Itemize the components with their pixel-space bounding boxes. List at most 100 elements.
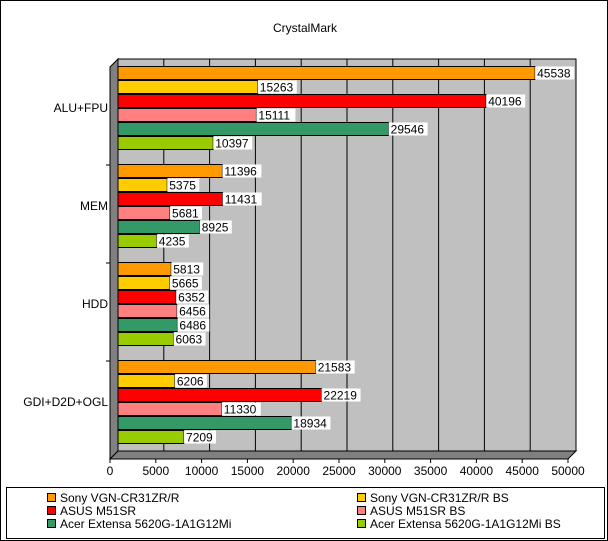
bar	[117, 360, 317, 374]
data-label: 15263	[260, 81, 294, 95]
bar	[117, 234, 158, 248]
bar	[117, 164, 223, 178]
data-label-background	[171, 262, 204, 276]
data-label: 5665	[172, 277, 199, 291]
x-tick-label: 50000	[551, 464, 585, 478]
data-label: 22219	[324, 389, 358, 403]
data-label: 6456	[179, 305, 206, 319]
bar	[117, 332, 175, 346]
data-label-background	[167, 178, 200, 192]
plot-floor	[108, 450, 578, 460]
data-label-background	[199, 220, 232, 234]
legend-swatch	[357, 519, 366, 528]
data-label: 10397	[215, 137, 249, 151]
bar	[117, 290, 177, 304]
data-label: 6486	[179, 319, 206, 333]
data-label: 11330	[224, 403, 257, 417]
legend-label: Acer Extensa 5620G-1A1G12Mi BS	[370, 517, 561, 531]
legend-item: Acer Extensa 5620G-1A1G12Mi BS	[357, 518, 561, 530]
data-label-background	[221, 402, 261, 416]
x-tick-label: 15000	[231, 464, 265, 478]
bar	[117, 402, 223, 416]
data-label: 40196	[488, 95, 522, 109]
data-label-background	[321, 388, 361, 402]
data-label: 5375	[169, 179, 196, 193]
data-label-background	[213, 136, 253, 150]
chart: CrystalMark 0 5000 10000 15000 20000 25000 300…	[23, 21, 585, 478]
category-label: MEM	[80, 199, 108, 213]
bar	[117, 178, 168, 192]
data-label-background	[535, 66, 575, 80]
category-label: HDD	[82, 297, 108, 311]
bar	[117, 318, 178, 332]
bar	[117, 416, 292, 430]
bar	[117, 206, 171, 220]
legend: Sony VGN-CR31ZR/R Sony VGN-CR31ZR/R BS ASU…	[6, 487, 605, 539]
x-tick-label: 35000	[414, 464, 448, 478]
bar	[117, 94, 487, 108]
data-label-background	[222, 192, 262, 206]
chart-title: CrystalMark	[273, 21, 338, 35]
x-tick-label: 30000	[368, 464, 402, 478]
legend-swatch	[47, 493, 56, 502]
data-label: 21583	[318, 361, 352, 375]
data-label-background	[256, 108, 296, 122]
x-tick-label: 5000	[142, 464, 169, 478]
bar	[117, 220, 201, 234]
bar	[117, 122, 390, 136]
legend-item: ASUS M51SR	[47, 505, 136, 517]
legend-item: Sony VGN-CR31ZR/R BS	[357, 492, 509, 504]
bar	[117, 374, 176, 388]
data-label: 5813	[173, 263, 200, 277]
data-label: 11431	[225, 193, 258, 207]
bar	[117, 430, 185, 444]
data-label: 6206	[177, 375, 204, 389]
data-label: 6063	[176, 333, 203, 347]
data-label-background	[156, 234, 189, 248]
data-label-background	[170, 206, 203, 220]
x-tick-label: 40000	[460, 464, 494, 478]
bar	[117, 66, 536, 80]
data-label-background	[174, 374, 207, 388]
plot-side-wall	[109, 57, 119, 461]
data-label-background	[173, 332, 206, 346]
plot-area: 0 5000 10000 15000 20000 25000 30000 35000 40000…	[23, 57, 585, 478]
x-tick-label: 25000	[322, 464, 356, 478]
data-label: 4235	[159, 235, 186, 249]
data-label: 5681	[172, 207, 199, 221]
legend-swatch	[47, 506, 56, 515]
legend-label: ASUS M51SR BS	[370, 504, 466, 518]
data-label: 11396	[224, 165, 257, 179]
data-label-background	[169, 276, 202, 290]
legend-label: ASUS M51SR	[60, 504, 137, 518]
data-label-background	[315, 360, 355, 374]
category-label: GDI+D2D+OGL	[23, 395, 108, 409]
legend-item: Sony VGN-CR31ZR/R	[47, 492, 179, 504]
data-label-background	[177, 318, 210, 332]
data-label: 8925	[202, 221, 229, 235]
data-label: 18934	[293, 417, 327, 431]
legend-label: Acer Extensa 5620G-1A1G12Mi	[60, 517, 232, 531]
data-label-background	[222, 164, 262, 178]
data-label: 15111	[258, 109, 290, 123]
bar	[117, 276, 171, 290]
bar	[117, 136, 214, 150]
data-label: 7209	[186, 431, 213, 445]
data-label-background	[486, 94, 526, 108]
data-label: 45538	[537, 67, 571, 81]
bar	[117, 80, 259, 94]
bar	[117, 262, 172, 276]
data-label-background	[177, 304, 210, 318]
data-label: 29546	[391, 123, 425, 137]
data-label: 6352	[178, 291, 205, 305]
legend-label: Sony VGN-CR31ZR/R	[60, 491, 180, 505]
bar	[117, 108, 257, 122]
x-tick-label: 45000	[506, 464, 540, 478]
legend-swatch	[357, 506, 366, 515]
legend-item: Acer Extensa 5620G-1A1G12Mi	[47, 518, 231, 530]
bar	[117, 304, 178, 318]
legend-swatch	[47, 519, 56, 528]
bar	[117, 192, 224, 206]
x-tick-label: 10000	[185, 464, 219, 478]
data-label-background	[291, 416, 331, 430]
